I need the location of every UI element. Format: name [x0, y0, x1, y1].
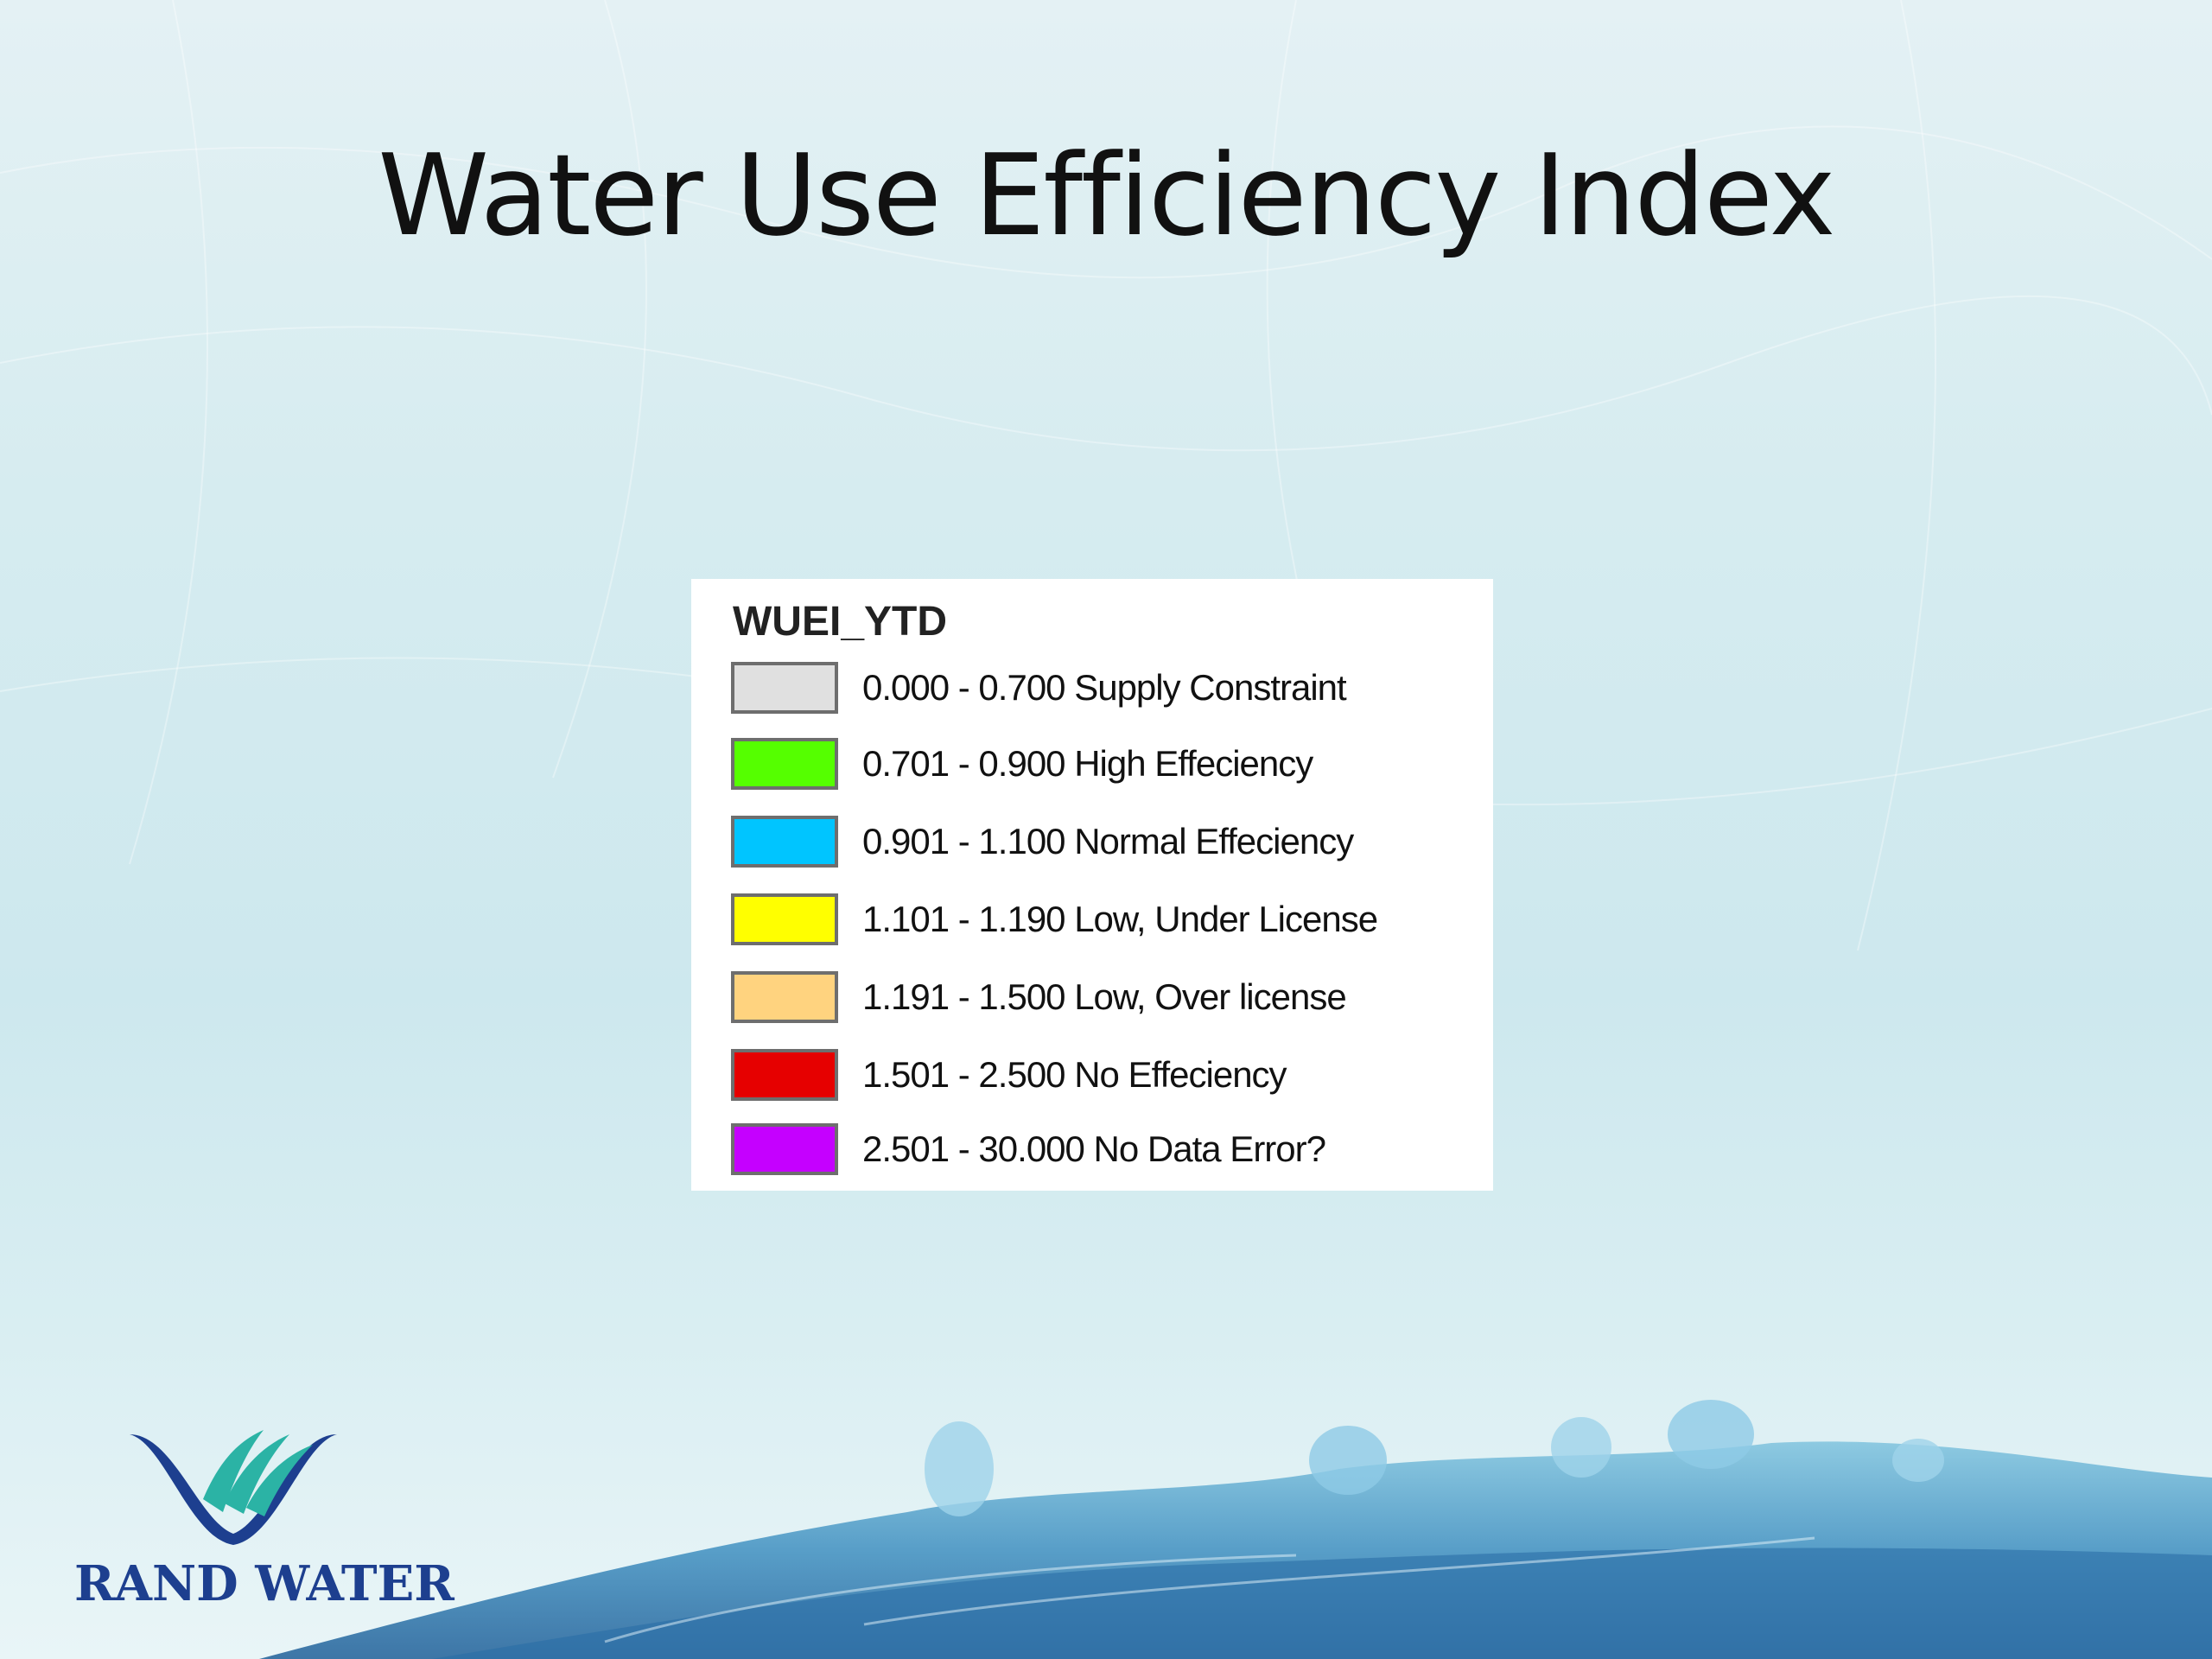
legend-item: 1.191 - 1.500 Low, Over license	[731, 971, 1491, 1027]
rand-water-logo: RAND WATER	[69, 1417, 454, 1612]
rand-water-logo-icon	[130, 1430, 337, 1545]
legend-swatch	[731, 1123, 838, 1175]
legend-item: 1.501 - 2.500 No Effeciency	[731, 1049, 1491, 1104]
legend: WUEI_YTD 0.000 - 0.700 Supply Constraint…	[691, 579, 1493, 1191]
legend-item-label: 0.000 - 0.700 Supply Constraint	[862, 667, 1347, 708]
water-splash-image	[259, 1400, 2212, 1659]
slide-title: Water Use Efficiency Index	[378, 130, 1835, 261]
legend-item-label: 0.901 - 1.100 Normal Effeciency	[862, 821, 1354, 861]
legend-swatch	[731, 738, 838, 790]
legend-item-label: 1.191 - 1.500 Low, Over license	[862, 976, 1347, 1017]
legend-swatch	[731, 816, 838, 868]
legend-item-label: 2.501 - 30.000 No Data Error?	[862, 1128, 1326, 1169]
legend-item-label: 1.501 - 2.500 No Effeciency	[862, 1054, 1287, 1095]
legend-item: 0.000 - 0.700 Supply Constraint	[731, 662, 1491, 717]
legend-item: 1.101 - 1.190 Low, Under License	[731, 893, 1491, 949]
legend-swatch	[731, 662, 838, 714]
legend-item: 0.701 - 0.900 High Effeciency	[731, 738, 1491, 793]
legend-item-label: 1.101 - 1.190 Low, Under License	[862, 899, 1378, 939]
legend-item: 2.501 - 30.000 No Data Error?	[731, 1123, 1491, 1179]
legend-title: WUEI_YTD	[733, 599, 948, 645]
legend-swatch	[731, 971, 838, 1023]
legend-swatch	[731, 1049, 838, 1101]
logo-text: RAND WATER	[74, 1555, 454, 1612]
legend-swatch	[731, 893, 838, 945]
legend-item-label: 0.701 - 0.900 High Effeciency	[862, 743, 1313, 784]
legend-item: 0.901 - 1.100 Normal Effeciency	[731, 816, 1491, 871]
